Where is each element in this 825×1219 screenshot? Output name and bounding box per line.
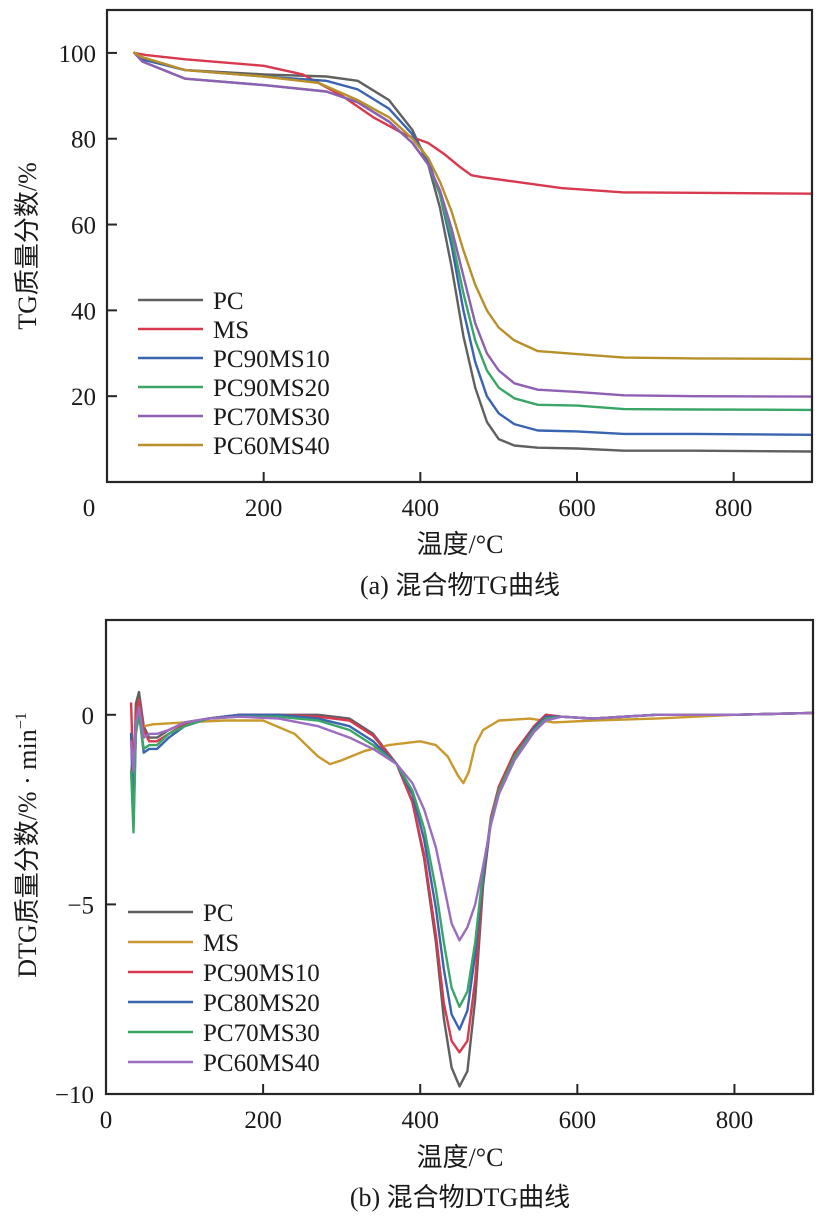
- tg-x-axis-title: 温度/°C: [417, 530, 504, 559]
- dtg-x-tick-label: 800: [716, 1107, 754, 1134]
- tg-series-pc70ms30: [133, 51, 814, 398]
- tg-legend-label: PC90MS10: [213, 346, 330, 373]
- tg-legend-item: PC90MS10: [138, 346, 330, 373]
- dtg-legend-label: PC70MS30: [203, 1020, 320, 1047]
- dtg-series-pc60ms40: [129, 706, 815, 942]
- dtg-x-tick-label: 0: [100, 1107, 113, 1134]
- tg-x-tick-label: 200: [245, 495, 283, 522]
- tg-legend-item: PC90MS20: [138, 375, 330, 402]
- tg-legend-label: PC60MS40: [213, 433, 330, 460]
- tg-legend-label: PC70MS30: [213, 404, 330, 431]
- tg-legend-label: MS: [213, 317, 249, 344]
- dtg-series-pc80ms20: [129, 709, 815, 1031]
- dtg-legend-label: PC: [203, 900, 234, 927]
- tg-y-axis-title: TG质量分数/%: [13, 162, 42, 330]
- dtg-x-tick-label: 200: [244, 1107, 282, 1134]
- tg-legend-label: PC: [213, 288, 244, 315]
- tg-y-tick-label: 80: [71, 127, 96, 154]
- dtg-x-tick-label: 400: [401, 1107, 439, 1134]
- tg-plot-frame: [105, 8, 814, 484]
- tg-chart: 0 200 400 600 800 20 40 60 80 100 PCMSPC90MS10PC9…: [13, 8, 814, 600]
- dtg-legend-item: PC80MS20: [128, 990, 320, 1017]
- dtg-legend-item: MS: [128, 930, 239, 957]
- tg-legend-item: PC60MS40: [138, 433, 330, 460]
- dtg-legend-label: PC60MS40: [203, 1050, 320, 1077]
- dtg-series-ms: [129, 711, 815, 785]
- dtg-y-tick-label: −10: [55, 1082, 94, 1109]
- tg-series-ms: [133, 51, 814, 195]
- dtg-axis-ticks: 0 200 400 600 800 −10 −5 0: [55, 703, 753, 1134]
- dtg-legend-label: PC80MS20: [203, 990, 320, 1017]
- dtg-legend-item: PC70MS30: [128, 1020, 320, 1047]
- dtg-caption: (b) 混合物DTG曲线: [350, 1183, 570, 1212]
- tg-legend-label: PC90MS20: [213, 375, 330, 402]
- dtg-y-tick-label: 0: [82, 703, 95, 730]
- tg-series-pc: [133, 51, 814, 453]
- tg-series-group: [133, 51, 814, 453]
- dtg-y-axis-title-sup: −1: [13, 712, 30, 729]
- tg-series-pc60ms40: [133, 51, 814, 361]
- tg-caption: (a) 混合物TG曲线: [360, 571, 560, 600]
- dtg-plot-frame: [104, 618, 815, 1096]
- dtg-series-pc70ms30: [129, 711, 815, 1008]
- tg-y-tick-label: 20: [71, 384, 96, 411]
- dtg-legend-item: PC: [128, 900, 234, 927]
- dtg-legend-item: PC60MS40: [128, 1050, 320, 1077]
- tg-x-tick-label: 800: [715, 495, 753, 522]
- dtg-chart: 0 200 400 600 800 −10 −5 0 PC MS PC90MS10 PC80MS20…: [13, 618, 815, 1212]
- dtg-x-axis-title: 温度/°C: [417, 1143, 504, 1172]
- dtg-legend-label: PC90MS10: [203, 960, 320, 987]
- dtg-series-pc90ms10: [129, 698, 815, 1054]
- dtg-legend: PC MS PC90MS10 PC80MS20 PC70MS30 PC60MS40: [128, 900, 320, 1077]
- tg-legend-item: PC: [138, 288, 244, 315]
- tg-y-tick-label: 60: [71, 213, 96, 240]
- dtg-legend-item: PC90MS10: [128, 960, 320, 987]
- tg-y-tick-label: 40: [71, 298, 96, 325]
- dtg-y-axis-title-main: DTG质量分数/% · min: [13, 729, 42, 977]
- tg-legend-item: MS: [138, 317, 249, 344]
- dtg-x-tick-label: 600: [559, 1107, 597, 1134]
- tg-axis-ticks: 0 200 400 600 800 20 40 60 80 100: [59, 41, 753, 522]
- tg-y-tick-label: 100: [59, 41, 97, 68]
- dtg-y-tick-label: −5: [67, 892, 94, 919]
- dtg-series-group: [129, 690, 815, 1088]
- dtg-legend-label: MS: [203, 930, 239, 957]
- tg-x-tick-label: 400: [402, 495, 440, 522]
- tg-x-tick-label: 0: [83, 495, 96, 522]
- dtg-y-axis-title: DTG质量分数/% · min−1: [13, 712, 42, 977]
- tg-x-tick-label: 600: [558, 495, 596, 522]
- tg-legend-item: PC70MS30: [138, 404, 330, 431]
